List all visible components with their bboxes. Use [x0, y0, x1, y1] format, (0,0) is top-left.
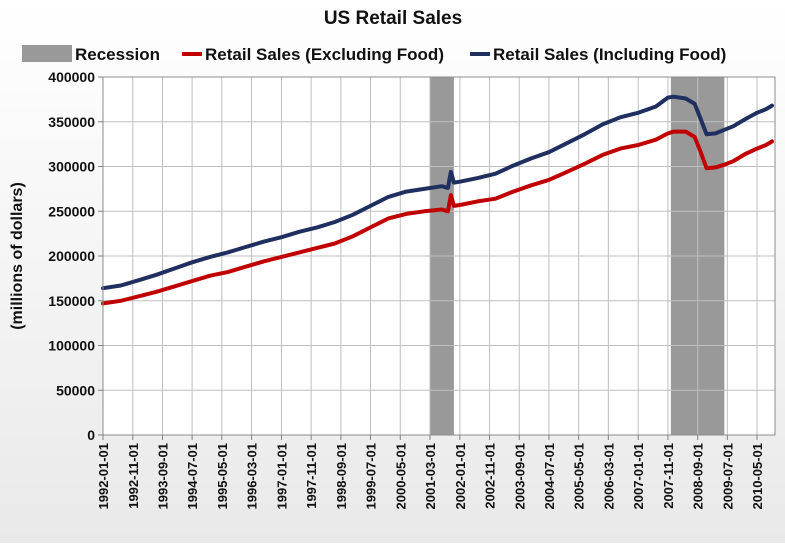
- x-tick-label: 2007-01-01: [631, 443, 646, 510]
- legend: Recession Retail Sales (Excluding Food) Re…: [22, 45, 726, 64]
- x-tick-label: 1997-11-01: [304, 443, 319, 509]
- series-layer: [101, 94, 774, 306]
- y-tick-label: 50000: [56, 382, 95, 398]
- x-tick-label: 2010-05-01: [750, 443, 765, 510]
- legend-label: Retail Sales (Including Food): [493, 45, 726, 64]
- x-tick-label: 2005-05-01: [572, 443, 587, 510]
- y-axis: 0 50000 100000 150000 200000 250000 300000 3500…: [48, 69, 103, 443]
- x-tick-label: 2002-01-01: [453, 443, 468, 510]
- x-tick-label: 2003-09-01: [512, 443, 527, 510]
- grid-layer: [102, 77, 775, 435]
- series-line-including-food: [101, 94, 774, 291]
- plot-area: [101, 76, 776, 436]
- x-tick-label: 1993-09-01: [155, 443, 170, 510]
- y-tick-label: 350000: [48, 114, 95, 130]
- y-tick-label: 250000: [48, 203, 95, 219]
- x-tick-label: 2006-03-01: [601, 443, 616, 510]
- legend-label: Recession: [75, 45, 160, 64]
- legend-label: Retail Sales (Excluding Food): [205, 45, 444, 64]
- x-tick-label: 1994-07-01: [185, 443, 200, 510]
- x-tick-label: 2007-11-01: [661, 443, 676, 509]
- x-tick-label: 1996-03-01: [245, 443, 260, 510]
- y-tick-label: 150000: [48, 293, 95, 309]
- legend-swatch-recession: [22, 45, 72, 62]
- y-tick-label: 300000: [48, 159, 95, 175]
- x-tick-label: 1992-11-01: [126, 443, 141, 509]
- x-axis: 1992-01-01 1992-11-01 1993-09-01 1994-07-01…: [96, 435, 765, 510]
- x-tick-label: 1992-01-01: [96, 443, 111, 510]
- series-line-excluding-food: [101, 129, 774, 306]
- x-tick-label: 2008-09-01: [691, 443, 706, 510]
- x-tick-label: 2002-11-01: [483, 443, 498, 509]
- y-tick-label: 100000: [48, 338, 95, 354]
- x-tick-label: 1998-09-01: [334, 443, 349, 510]
- x-tick-label: 1995-05-01: [215, 443, 230, 510]
- y-axis-label: (millions of dollars): [9, 182, 26, 330]
- y-tick-label: 0: [87, 427, 95, 443]
- x-tick-label: 1999-07-01: [363, 443, 378, 510]
- chart-title: US Retail Sales: [324, 8, 462, 29]
- x-tick-label: 1997-01-01: [274, 443, 289, 510]
- y-tick-label: 400000: [48, 69, 95, 85]
- x-tick-label: 2000-05-01: [393, 443, 408, 510]
- y-tick-label: 200000: [48, 248, 95, 264]
- x-tick-label: 2004-07-01: [542, 443, 557, 510]
- x-tick-label: 2009-07-01: [720, 443, 735, 510]
- x-tick-label: 2001-03-01: [423, 443, 438, 510]
